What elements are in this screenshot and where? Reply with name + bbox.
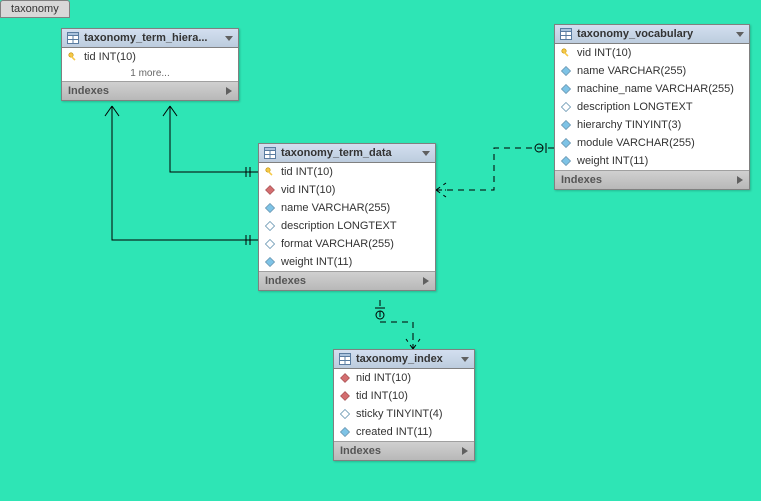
table-header[interactable]: taxonomy_term_hiera... [62, 29, 238, 48]
column-icon [561, 102, 571, 112]
edge-data-index [380, 300, 413, 349]
fk-icon [340, 391, 350, 401]
key-icon [561, 48, 571, 58]
edge-vocab-data [436, 148, 554, 190]
column-icon [561, 84, 571, 94]
table-icon [67, 32, 79, 44]
column-icon [561, 156, 571, 166]
indexes-label: Indexes [340, 445, 381, 457]
table-header[interactable]: taxonomy_index [334, 350, 474, 369]
indexes-section[interactable]: Indexes [555, 170, 749, 189]
column-row[interactable]: name VARCHAR(255) [259, 199, 435, 217]
column-row[interactable]: tid INT(10) [259, 163, 435, 181]
column-row[interactable]: tid INT(10) [62, 48, 238, 66]
table-title: taxonomy_vocabulary [577, 28, 732, 40]
column-icon [340, 427, 350, 437]
fk-icon [265, 185, 275, 195]
table-index[interactable]: taxonomy_index nid INT(10) tid INT(10) s… [333, 349, 475, 461]
table-header[interactable]: taxonomy_term_data [259, 144, 435, 163]
table-hier[interactable]: taxonomy_term_hiera... tid INT(10) 1 mor… [61, 28, 239, 101]
column-row[interactable]: name VARCHAR(255) [555, 62, 749, 80]
collapse-arrow-icon[interactable] [225, 36, 233, 41]
indexes-section[interactable]: Indexes [62, 81, 238, 100]
column-icon [265, 239, 275, 249]
indexes-label: Indexes [265, 275, 306, 287]
column-row[interactable]: machine_name VARCHAR(255) [555, 80, 749, 98]
expand-arrow-icon[interactable] [462, 447, 468, 455]
table-icon [560, 28, 572, 40]
column-name: description LONGTEXT [577, 101, 693, 113]
expand-arrow-icon[interactable] [737, 176, 743, 184]
column-name: tid INT(10) [281, 166, 333, 178]
fk-icon [340, 373, 350, 383]
schema-tab[interactable]: taxonomy [0, 0, 70, 18]
column-row[interactable]: tid INT(10) [334, 387, 474, 405]
collapse-arrow-icon[interactable] [461, 357, 469, 362]
table-icon [339, 353, 351, 365]
column-row[interactable]: vid INT(10) [555, 44, 749, 62]
column-name: name VARCHAR(255) [577, 65, 686, 77]
table-title: taxonomy_term_data [281, 147, 418, 159]
column-row[interactable]: module VARCHAR(255) [555, 134, 749, 152]
column-row[interactable]: vid INT(10) [259, 181, 435, 199]
expand-arrow-icon[interactable] [423, 277, 429, 285]
table-title: taxonomy_term_hiera... [84, 32, 221, 44]
table-title: taxonomy_index [356, 353, 457, 365]
column-name: weight INT(11) [577, 155, 648, 167]
erd-canvas[interactable]: taxonomy taxonomy_term_hiera... tid INT(… [0, 0, 761, 501]
column-row[interactable]: weight INT(11) [555, 152, 749, 170]
column-name: hierarchy TINYINT(3) [577, 119, 681, 131]
table-vocab[interactable]: taxonomy_vocabulary vid INT(10) name VAR… [554, 24, 750, 190]
column-icon [265, 221, 275, 231]
column-row[interactable]: created INT(11) [334, 423, 474, 441]
column-name: sticky TINYINT(4) [356, 408, 443, 420]
column-name: description LONGTEXT [281, 220, 397, 232]
indexes-label: Indexes [68, 85, 109, 97]
expand-arrow-icon[interactable] [226, 87, 232, 95]
column-row[interactable]: nid INT(10) [334, 369, 474, 387]
column-icon [561, 66, 571, 76]
table-data[interactable]: taxonomy_term_data tid INT(10) vid INT(1… [258, 143, 436, 291]
column-name: module VARCHAR(255) [577, 137, 695, 149]
table-icon [264, 147, 276, 159]
column-name: nid INT(10) [356, 372, 411, 384]
edge-data-hier-2 [112, 106, 258, 240]
column-icon [265, 203, 275, 213]
column-name: machine_name VARCHAR(255) [577, 83, 734, 95]
more-row[interactable]: 1 more... [62, 66, 238, 81]
column-name: name VARCHAR(255) [281, 202, 390, 214]
key-icon [68, 52, 78, 62]
collapse-arrow-icon[interactable] [422, 151, 430, 156]
column-name: vid INT(10) [281, 184, 335, 196]
column-row[interactable]: format VARCHAR(255) [259, 235, 435, 253]
column-icon [340, 409, 350, 419]
indexes-section[interactable]: Indexes [259, 271, 435, 290]
column-icon [561, 120, 571, 130]
column-row[interactable]: sticky TINYINT(4) [334, 405, 474, 423]
column-icon [265, 257, 275, 267]
column-name: weight INT(11) [281, 256, 352, 268]
column-row[interactable]: weight INT(11) [259, 253, 435, 271]
table-header[interactable]: taxonomy_vocabulary [555, 25, 749, 44]
column-row[interactable]: description LONGTEXT [259, 217, 435, 235]
key-icon [265, 167, 275, 177]
column-name: tid INT(10) [356, 390, 408, 402]
column-name: tid INT(10) [84, 51, 136, 63]
column-icon [561, 138, 571, 148]
edge-data-hier-1 [170, 106, 258, 172]
column-row[interactable]: hierarchy TINYINT(3) [555, 116, 749, 134]
indexes-label: Indexes [561, 174, 602, 186]
column-name: vid INT(10) [577, 47, 631, 59]
indexes-section[interactable]: Indexes [334, 441, 474, 460]
collapse-arrow-icon[interactable] [736, 32, 744, 37]
column-name: format VARCHAR(255) [281, 238, 394, 250]
column-row[interactable]: description LONGTEXT [555, 98, 749, 116]
column-name: created INT(11) [356, 426, 432, 438]
